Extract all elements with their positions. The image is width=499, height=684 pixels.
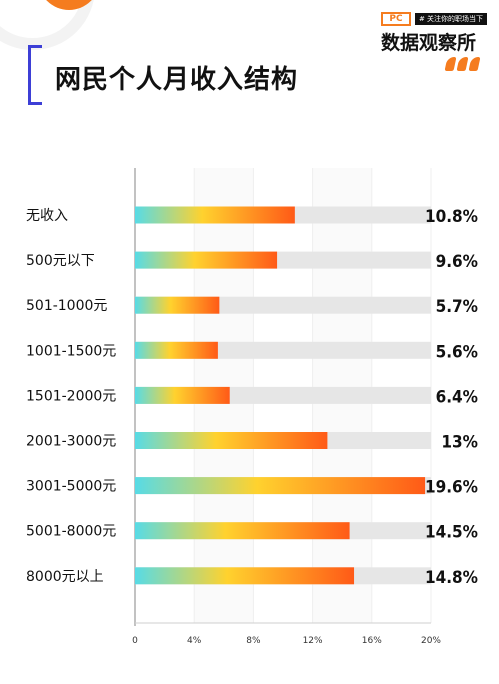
x-tick-label: 16% — [362, 636, 382, 646]
value-label: 10.8% — [425, 207, 478, 227]
x-tick-label: 0 — [132, 636, 138, 646]
bar — [135, 206, 295, 224]
x-tick-label: 20% — [421, 636, 441, 646]
bar — [135, 522, 350, 540]
value-label: 5.6% — [436, 342, 478, 362]
brand-logo: PC # 关注你的职场当下 数据观察所 — [381, 12, 491, 54]
category-label: 501-1000元 — [26, 298, 107, 314]
category-label: 无收入 — [26, 208, 68, 224]
title-block: 网民个人月收入结构 — [28, 45, 328, 107]
bar — [135, 296, 220, 314]
category-label: 8000元以上 — [26, 569, 104, 585]
logo-tagline: # 关注你的职场当下 — [415, 13, 487, 25]
x-tick-label: 8% — [246, 636, 261, 646]
value-label: 14.5% — [425, 523, 478, 543]
value-label: 19.6% — [425, 478, 478, 498]
category-label: 1501-2000元 — [26, 388, 116, 404]
category-label: 500元以下 — [26, 253, 95, 269]
bar — [135, 432, 328, 449]
category-label: 2001-3000元 — [26, 434, 116, 450]
category-label: 3001-5000元 — [26, 479, 116, 495]
bar — [135, 251, 278, 269]
title-bracket — [28, 45, 42, 105]
value-label: 9.6% — [436, 252, 478, 272]
category-label: 1001-1500元 — [26, 343, 116, 359]
bar — [135, 567, 355, 585]
value-label: 6.4% — [436, 387, 478, 407]
x-tick-label: 4% — [187, 636, 202, 646]
value-label: 5.7% — [436, 297, 478, 317]
x-tick-label: 12% — [303, 636, 323, 646]
bar — [135, 341, 218, 359]
bar — [135, 477, 426, 495]
logo-name: 数据观察所 — [381, 32, 477, 54]
value-label: 14.8% — [425, 568, 478, 588]
decorative-orange-circle — [38, 0, 100, 10]
category-label: 5001-8000元 — [26, 524, 116, 540]
bar — [135, 386, 230, 404]
logo-mark: PC — [381, 12, 411, 26]
value-label: 13% — [441, 433, 478, 453]
page-title: 网民个人月收入结构 — [55, 65, 299, 95]
decorative-circle — [0, 0, 100, 72]
